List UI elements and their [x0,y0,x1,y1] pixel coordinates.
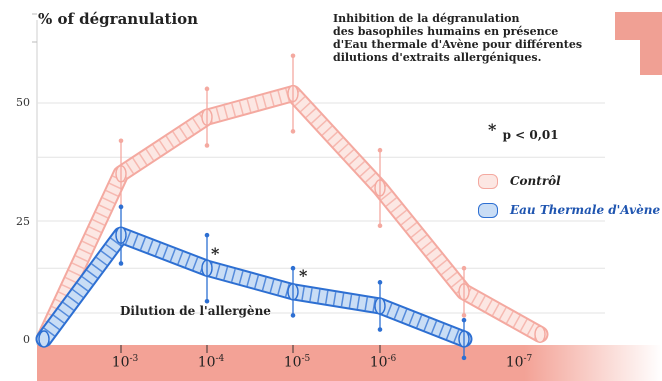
description-line: des basophiles humains en présence [333,25,559,38]
error-bar-cap [118,138,124,144]
series-tube [37,228,471,346]
error-bars-layer [118,53,467,361]
error-bar-cap [377,327,383,332]
x-tick-label: 10-6 [369,354,397,371]
error-bar-cap [461,355,467,361]
significance-note: * p < 0,01 [488,120,559,142]
x-tick-marks [120,345,381,353]
error-bar [204,86,210,148]
series-control [35,84,549,348]
legend-label: Eau Thermale d'Avène [510,203,661,217]
x-axis-label: Dilution de l'allergène [120,304,271,318]
error-bar [118,204,124,266]
description-line: dilutions d'extraits allergéniques. [333,51,542,64]
error-bar-cap [204,86,210,92]
x-tick-label: 10-3 [111,354,139,371]
error-bar [461,317,467,361]
error-bar-cap [377,280,383,285]
error-bar [204,232,210,304]
error-bar [461,265,467,318]
error-bar [377,147,383,229]
y-tick-label: 25 [16,215,30,228]
error-bar-cap [461,313,467,318]
legend-label: Contrôl [510,174,561,188]
error-bar-cap [461,265,467,271]
y-tick-label: 50 [16,96,30,109]
corner-shape [615,12,662,75]
data-point [534,325,546,343]
data-point [38,330,50,348]
error-bar-cap [290,129,296,134]
error-bar [290,53,296,134]
series-avene [35,226,473,348]
error-bar-cap [377,147,383,153]
error-bar-cap [204,143,210,148]
significance-text: p < 0,01 [502,128,559,142]
x-axis-band-fill [37,345,662,381]
error-bar [377,280,383,332]
description-line: d'Eau thermale d'Avène pour différentes [333,38,583,51]
error-bar [290,265,296,318]
error-bar-cap [461,317,467,323]
significance-marker: * [299,266,308,285]
error-bar-cap [118,261,124,266]
error-bar-cap [118,204,124,210]
y-axis-label: % of dégranulation [38,10,199,28]
error-bar-cap [290,313,296,318]
x-tick-label: 10-4 [197,354,225,371]
error-bar-cap [204,298,210,304]
error-bar-cap [204,232,210,238]
error-bar-cap [290,265,296,271]
asterisk-symbol: * [488,120,497,139]
legend-item-avene: Eau Thermale d'Avène [478,199,660,221]
error-bar-cap [290,53,296,59]
chart-description: Inhibition de la dégranulation des basop… [333,12,653,64]
corner-decoration [615,12,662,75]
significance-marker: * [211,244,220,263]
legend-swatch [478,202,498,218]
x-tick-label: 10-7 [505,354,533,371]
series-layer [35,84,549,348]
legend-swatch [478,173,498,189]
x-axis-band [37,345,662,381]
y-tick-label: 0 [23,333,30,346]
error-bar-cap [377,223,383,229]
description-line: Inhibition de la dégranulation [333,12,520,25]
legend-item-control: Contrôl [478,170,561,192]
x-tick-label: 10-5 [283,354,311,371]
